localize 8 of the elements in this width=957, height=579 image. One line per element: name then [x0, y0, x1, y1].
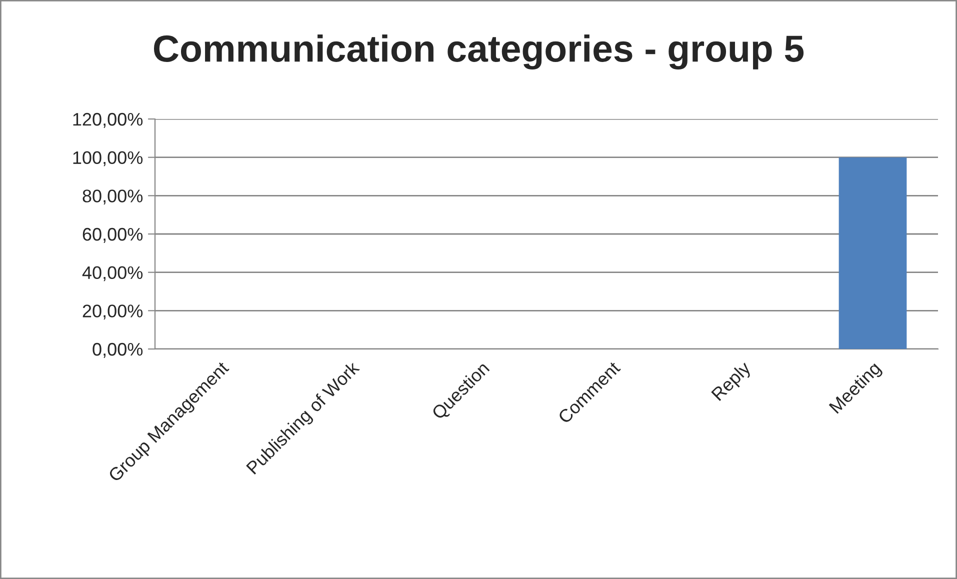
y-tick-label: 100,00% [73, 151, 143, 166]
y-tick-label: 20,00% [82, 304, 143, 320]
y-tick-label: 120,00% [73, 112, 143, 128]
y-tick-label: 80,00% [82, 190, 143, 205]
y-tick-label: 40,00% [82, 266, 143, 282]
y-tick-label: 60,00% [82, 228, 143, 243]
chart-title: Communication categories - group 5 [154, 34, 804, 70]
y-tick-label: 0,00% [92, 342, 143, 358]
